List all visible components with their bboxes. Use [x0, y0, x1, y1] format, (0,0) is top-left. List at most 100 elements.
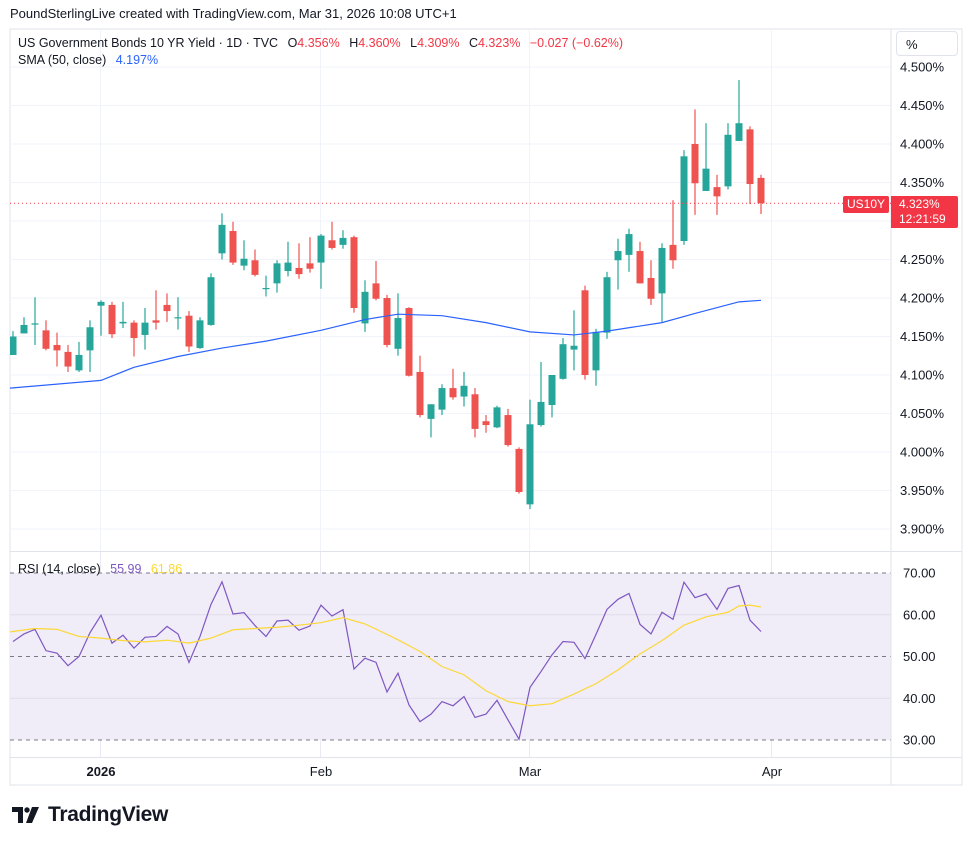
candle [10, 331, 17, 355]
candle [328, 221, 336, 250]
candle [317, 234, 325, 289]
candle [42, 320, 50, 351]
price-axis[interactable]: 4.500% 4.450% 4.400% 4.350% 4.250% 4.200% 4.15… [900, 60, 945, 537]
low-label: L [410, 36, 418, 50]
candle [394, 293, 402, 356]
candle-body [251, 260, 259, 275]
candle [713, 174, 721, 215]
price-tick-label: 4.150% [900, 329, 945, 344]
candle-body [735, 123, 743, 141]
candle-body [493, 407, 501, 428]
candle-body [570, 345, 578, 350]
candle [625, 228, 633, 272]
tradingview-logo[interactable]: TradingView [12, 803, 168, 827]
candle [339, 230, 347, 249]
price-tick-label: 4.450% [900, 98, 945, 113]
candle [273, 260, 281, 293]
candle [658, 243, 666, 322]
candle-body [152, 320, 160, 323]
candle [361, 280, 369, 332]
candle [119, 301, 127, 329]
candle-body [581, 290, 589, 375]
candle-body [757, 177, 765, 204]
candle-body [427, 404, 435, 419]
candle-body [504, 415, 512, 446]
candle [130, 320, 138, 357]
candle [636, 241, 644, 284]
chart-frame [9, 28, 963, 786]
candle [570, 310, 578, 371]
candle-body [449, 388, 457, 398]
candle-body [702, 168, 710, 191]
candle-body [592, 331, 600, 371]
candle-body [64, 351, 72, 367]
candle [20, 317, 28, 334]
price-tick-label: 4.350% [900, 175, 945, 190]
candle [75, 341, 83, 372]
candle-body [317, 235, 325, 263]
last-price-value: 4.323% [899, 197, 940, 211]
candle-body [163, 304, 171, 312]
time-tick-label: Feb [310, 764, 332, 779]
candle [757, 174, 765, 215]
candle [493, 405, 501, 429]
price-tick-label: 4.250% [900, 252, 945, 267]
rsi-legend[interactable]: RSI (14, close) 55.99 61.86 [18, 562, 182, 576]
last-price-label: 4.323% 12:21:59 [891, 196, 958, 228]
rsi-ma-line [10, 604, 762, 707]
candle [746, 126, 754, 205]
candle-body [273, 263, 281, 284]
candle [515, 447, 523, 494]
logo-text: TradingView [48, 803, 169, 826]
candle [647, 260, 655, 305]
rsi-band [10, 572, 891, 741]
candle-body [405, 308, 413, 376]
candle [405, 307, 413, 377]
candle-body [537, 401, 545, 426]
candle [482, 415, 490, 433]
candle-body [10, 336, 17, 355]
candle-body [108, 304, 116, 335]
candle-body [691, 144, 699, 184]
candle-body [130, 322, 138, 339]
rsi-tick-label: 70.00 [903, 566, 936, 581]
candle-body [350, 237, 358, 309]
candle [240, 240, 248, 271]
candle-body [141, 322, 149, 335]
candle-body [482, 421, 490, 426]
candle-body [339, 237, 347, 245]
high-value: 4.360% [358, 36, 401, 50]
candle [449, 368, 457, 400]
candle-body [647, 277, 655, 299]
candle-body [559, 344, 567, 379]
candle-body [394, 318, 402, 349]
candle [471, 388, 479, 438]
rsi-tick-label: 40.00 [903, 691, 936, 706]
low-value: 4.309% [417, 36, 460, 50]
candle-body [75, 354, 83, 371]
candle-body [196, 320, 204, 349]
candle [218, 213, 226, 260]
candle [614, 238, 622, 290]
candle-body [295, 267, 303, 275]
candle [86, 320, 94, 372]
candle [97, 300, 105, 336]
candle [306, 237, 314, 273]
percent-scale-button[interactable]: % [896, 31, 958, 56]
rsi-tick-label: 50.00 [903, 649, 936, 664]
symbol-legend[interactable]: US Government Bonds 10 YR Yield · 1D · T… [18, 36, 623, 50]
rsi-axis[interactable]: 70.00 60.00 50.00 40.00 30.00 [903, 566, 936, 748]
candle-body [229, 231, 237, 263]
candle [251, 249, 259, 277]
sma-legend[interactable]: SMA (50, close) 4.197% [18, 53, 158, 67]
symbol-price-label: US10Y [843, 196, 889, 213]
candle [229, 221, 237, 265]
time-axis[interactable]: 2026 Feb Mar Apr [87, 764, 783, 779]
candle [438, 384, 446, 416]
candle-body [207, 277, 215, 325]
rsi-ma-value: 61.86 [150, 562, 183, 576]
price-tick-label: 4.400% [900, 137, 945, 152]
candle-body [218, 224, 226, 254]
price-tick-label: 4.500% [900, 60, 945, 75]
